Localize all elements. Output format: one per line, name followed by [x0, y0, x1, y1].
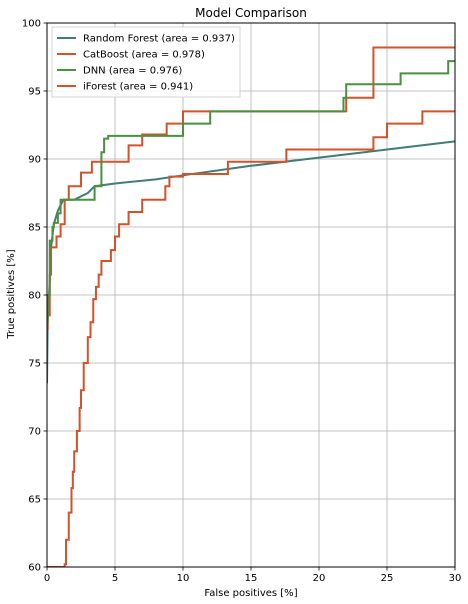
y-tick-label: 90 [28, 155, 41, 166]
legend-label: iForest (area = 0.941) [83, 82, 193, 93]
series-line-2 [47, 60, 455, 324]
chart-title: Model Comparison [195, 6, 307, 20]
y-tick-label: 100 [22, 19, 41, 30]
axis-ticks: 0 5 10 15 20 25 30 60 65 70 75 80 85 90 95 100 [22, 19, 461, 585]
series-lines [47, 46, 455, 567]
legend-label: Random Forest (area = 0.937) [83, 34, 235, 45]
series-line-3 [47, 110, 455, 567]
x-tick-label: 5 [112, 573, 118, 584]
y-tick-label: 85 [28, 223, 41, 234]
y-tick-label: 60 [28, 563, 41, 574]
legend-label: CatBoost (area = 0.978) [83, 50, 205, 61]
x-axis-label: False positives [%] [204, 588, 297, 599]
y-tick-label: 70 [28, 427, 41, 438]
legend-label: DNN (area = 0.976) [83, 66, 182, 77]
y-tick-label: 75 [28, 359, 41, 370]
series-line-1 [47, 46, 455, 330]
x-tick-label: 10 [177, 573, 190, 584]
y-tick-label: 80 [28, 291, 41, 302]
y-axis-label: True positives [%] [6, 249, 17, 339]
x-tick-label: 15 [245, 573, 258, 584]
x-tick-label: 25 [381, 573, 394, 584]
legend: Random Forest (area = 0.937) CatBoost (ar… [51, 26, 241, 98]
x-tick-label: 0 [44, 573, 50, 584]
legend-box [51, 26, 241, 98]
y-tick-label: 95 [28, 87, 41, 98]
x-tick-label: 30 [449, 573, 462, 584]
y-tick-label: 65 [28, 495, 41, 506]
x-tick-label: 20 [313, 573, 326, 584]
